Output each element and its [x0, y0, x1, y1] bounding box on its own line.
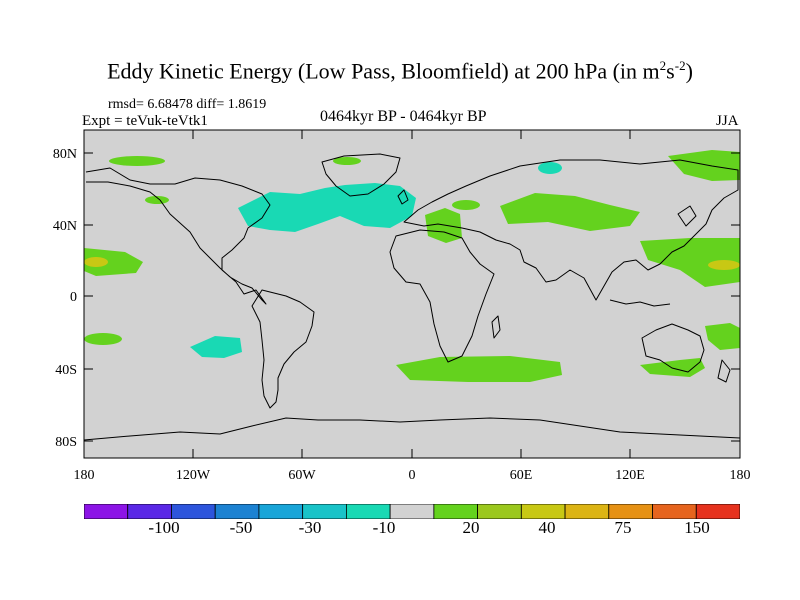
- antarctica-coast: [84, 417, 740, 441]
- colorbar: [84, 504, 740, 519]
- colorbar-swatch: [302, 504, 347, 519]
- positive-region: [640, 358, 705, 377]
- negative-region: [538, 162, 562, 174]
- colorbar-label: 20: [462, 518, 480, 537]
- lon-tick-label: 180: [74, 468, 95, 483]
- colorbar-swatch: [564, 504, 610, 519]
- africa-coast: [389, 229, 495, 363]
- australia-coast: [641, 323, 705, 373]
- season-label: JJA: [716, 113, 739, 129]
- stats-text: rmsd= 6.68478 diff= 1.8619: [108, 97, 267, 112]
- lon-tick-label: 0: [409, 468, 416, 483]
- positive-region: [425, 208, 462, 243]
- lon-tick-label: 60E: [510, 468, 533, 483]
- lat-tick-label: 80S: [55, 435, 77, 450]
- positive-region: [145, 196, 169, 204]
- indonesia-coast: [609, 299, 671, 307]
- colorbar-label: 75: [614, 518, 632, 537]
- colorbar-label: -30: [298, 518, 322, 537]
- lat-tick-label: 40N: [53, 219, 77, 234]
- positive-region: [452, 200, 480, 210]
- lat-tick-label: 40S: [55, 363, 77, 378]
- colorbar-swatch: [345, 504, 391, 519]
- positive-region: [668, 150, 740, 181]
- colorbar-swatch: [84, 504, 129, 519]
- strong-positive-regions: [84, 257, 740, 270]
- negative-regions: [190, 162, 562, 358]
- new-zealand-coast: [717, 359, 731, 383]
- map-title: Eddy Kinetic Energy (Low Pass, Bloomfiel…: [107, 58, 693, 84]
- colorbar-swatch: [214, 504, 260, 519]
- colorbar-label: -100: [148, 518, 180, 537]
- uk-coast: [397, 189, 409, 205]
- positive-region: [109, 156, 165, 166]
- lat-tick-label: 0: [70, 290, 77, 305]
- strong-positive-region: [708, 260, 740, 270]
- colorbar-swatch: [389, 504, 435, 519]
- lon-tick-label: 60W: [288, 468, 316, 483]
- colorbar-swatch: [171, 504, 216, 519]
- colorbar-swatch: [258, 504, 304, 519]
- experiment-label: Expt = teVuk-teVtk1: [82, 113, 208, 129]
- negative-region: [190, 336, 242, 358]
- negative-region: [238, 183, 416, 232]
- coastlines: [84, 153, 740, 441]
- positive-region: [396, 356, 562, 382]
- tick-marks: [84, 130, 740, 458]
- colorbar-swatch: [652, 504, 697, 519]
- colorbar-label: -50: [229, 518, 253, 537]
- europe-asia-coast: [403, 159, 739, 301]
- positive-region: [640, 238, 740, 287]
- colorbar-label: 40: [538, 518, 556, 537]
- colorbar-label: 150: [684, 518, 710, 537]
- positive-region: [84, 333, 122, 345]
- greenland-coast: [321, 153, 401, 197]
- colorbar-swatch: [433, 504, 478, 519]
- colorbar-labels: -100 -50 -30 -10 20 40 75 150: [0, 518, 800, 542]
- positive-region: [333, 157, 361, 165]
- japan-coast: [677, 205, 697, 227]
- map-background: [84, 130, 740, 458]
- positive-region: [84, 248, 143, 276]
- south-america-coast: [251, 289, 315, 409]
- colorbar-swatch: [477, 504, 522, 519]
- positive-regions: [84, 150, 740, 382]
- lon-tick-label: 180: [730, 468, 751, 483]
- positive-region: [500, 193, 640, 231]
- colorbar-swatch: [695, 504, 740, 519]
- period-label: 0464kyr BP - 0464kyr BP: [320, 108, 487, 125]
- lon-tick-label: 120W: [176, 468, 211, 483]
- madagascar-coast: [491, 315, 501, 339]
- lat-tick-label: 80N: [53, 147, 77, 162]
- colorbar-label: -10: [372, 518, 396, 537]
- north-america-coast: [85, 167, 271, 305]
- strong-positive-region: [84, 257, 108, 267]
- colorbar-swatch: [520, 504, 566, 519]
- colorbar-swatch: [127, 504, 172, 519]
- lon-tick-label: 120E: [615, 468, 645, 483]
- colorbar-swatch: [608, 504, 653, 519]
- positive-region: [705, 323, 740, 350]
